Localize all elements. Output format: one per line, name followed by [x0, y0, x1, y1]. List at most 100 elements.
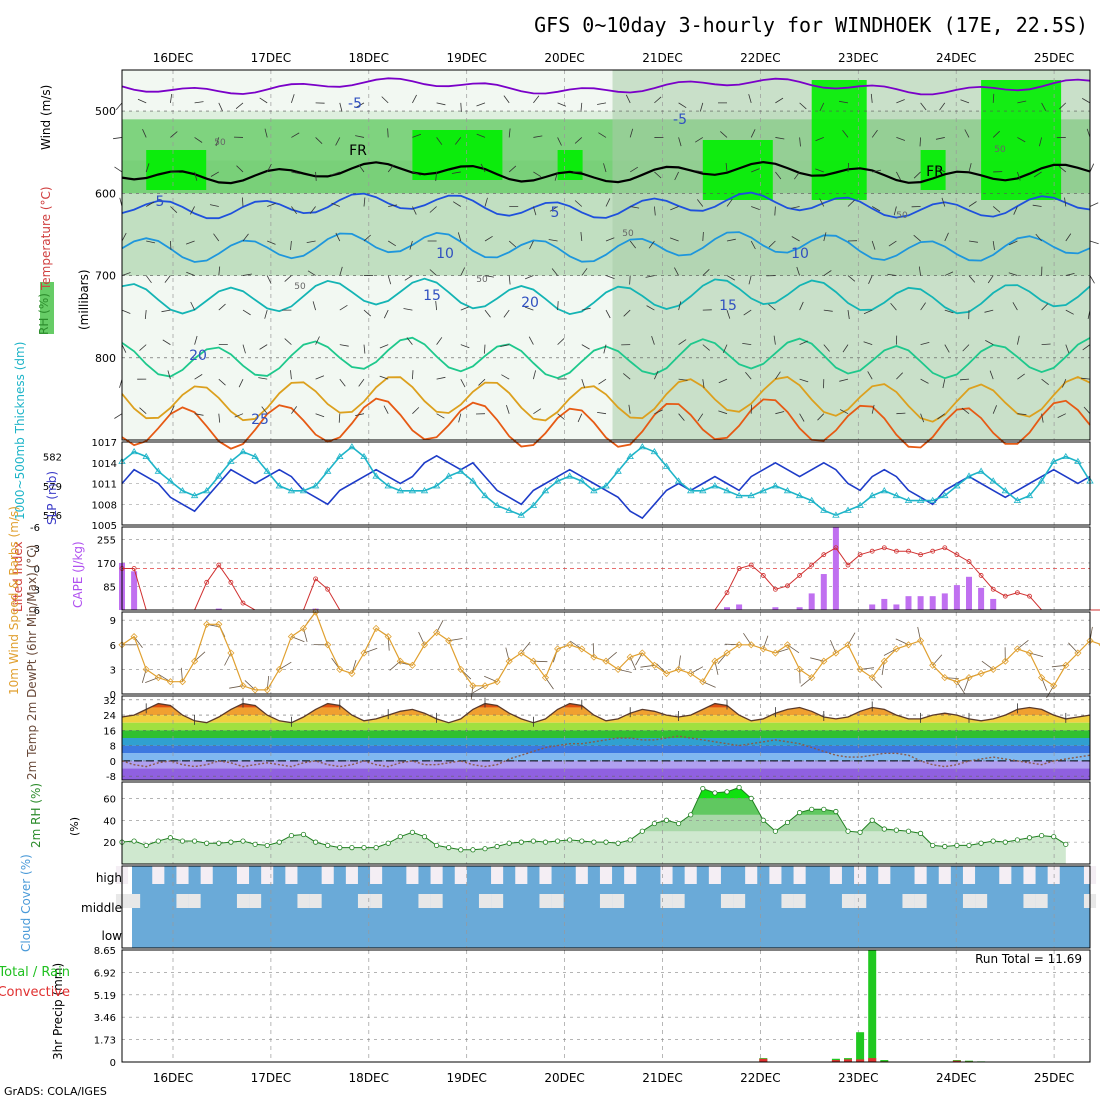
- cloud-high-gap: [406, 866, 419, 884]
- wind-barb: [235, 102, 244, 110]
- wind-barb: [315, 171, 317, 181]
- rh2m-point: [397, 834, 403, 840]
- wind-speed-point: [336, 665, 344, 673]
- lifted-index-point: [978, 573, 984, 578]
- rh2m-point: [264, 842, 270, 849]
- panel-frame: [121, 695, 1091, 781]
- cloud-mid-gap: [539, 894, 552, 908]
- rh2m-point: [494, 843, 500, 850]
- wind-barb: [605, 237, 615, 242]
- wind-barb: [823, 270, 832, 276]
- wind-barb: [412, 94, 417, 104]
- wind-barb: [984, 309, 994, 313]
- wind-barb: [750, 129, 756, 138]
- wind-barb: [815, 137, 824, 142]
- pressure-tick: 700: [95, 270, 116, 283]
- wind-barb: [480, 163, 486, 173]
- wind-barb: [799, 378, 809, 383]
- wind-barb: [580, 232, 583, 242]
- wind-barb: [146, 240, 156, 244]
- wind-barb: [144, 310, 147, 320]
- rh2m-point: [700, 785, 706, 792]
- wind-barb: [218, 266, 221, 276]
- wind-barb: [476, 102, 486, 107]
- cloud-high-gap: [745, 866, 758, 884]
- wind-barb: [1033, 171, 1042, 178]
- cloud-mid-gap: [733, 894, 746, 908]
- rh2m-point: [772, 828, 779, 834]
- wind-barb: [941, 197, 946, 207]
- wind-speed-point: [166, 678, 174, 686]
- precip-convective-bar: [856, 1059, 865, 1062]
- wind-barb: [266, 275, 272, 284]
- cape-bar: [832, 527, 839, 610]
- wind-speed-point: [312, 608, 320, 616]
- wind-speed-point: [275, 665, 283, 673]
- wind-barb: [412, 407, 420, 414]
- wind-barb: [236, 165, 244, 173]
- wind-barb: [194, 137, 203, 143]
- wind-barb: [1041, 378, 1049, 386]
- wind-speed-point: [154, 674, 162, 682]
- day-label-bottom: 17DEC: [251, 1071, 291, 1085]
- lifted-index-point: [930, 548, 936, 554]
- wind-barb: [1082, 98, 1091, 104]
- wind-barb: [1089, 275, 1095, 284]
- wind-barb: [581, 344, 590, 350]
- wind-barb: [872, 169, 882, 173]
- wind-barb: [625, 94, 631, 104]
- rh2m-point: [809, 806, 815, 812]
- wind-barb: [267, 240, 276, 245]
- cloud-high-gap: [914, 866, 927, 884]
- wind-barb: [674, 267, 679, 276]
- wind-speed-point: [239, 682, 247, 690]
- wind-speed-point: [1050, 682, 1058, 690]
- wind-barb: [871, 129, 878, 138]
- wind-barb: [768, 303, 776, 311]
- wind-barb: [890, 302, 897, 311]
- day-label-bottom: 18DEC: [349, 1071, 389, 1085]
- wind-barb: [436, 413, 445, 419]
- day-label-top: 23DEC: [838, 51, 878, 65]
- cape-tick: 255: [97, 535, 116, 546]
- wind-barb: [799, 102, 807, 110]
- rh2m-point: [796, 810, 803, 816]
- wind-barb: [242, 233, 249, 242]
- wind-barb: [315, 137, 323, 144]
- wind-barb: [339, 266, 343, 276]
- wind-barb: [379, 344, 389, 349]
- cloud-high-gap: [1047, 866, 1060, 884]
- lifted-index-point: [869, 548, 875, 554]
- precip-tick: 0: [110, 1058, 116, 1069]
- rh2m-point: [506, 840, 512, 846]
- rh2m-point: [240, 838, 246, 844]
- wind-barb: [242, 197, 244, 207]
- wind-barb: [436, 376, 446, 380]
- wind-barb: [145, 163, 150, 173]
- contour-label: 5: [551, 205, 560, 221]
- wind-barb: [722, 344, 728, 353]
- thickness-point: [1049, 457, 1058, 464]
- wind-speed-point: [626, 653, 634, 661]
- wind-barb: [702, 344, 710, 351]
- cloud-high-gap: [430, 866, 443, 884]
- wind-speed-point: [396, 657, 404, 665]
- wind-speed-point: [408, 661, 416, 669]
- wind-barb: [218, 378, 226, 386]
- wind-speed-point: [638, 649, 646, 657]
- thickness-point: [771, 482, 780, 489]
- wind-barb: [623, 373, 631, 380]
- rh2m-point: [131, 838, 137, 844]
- wind-speed-point: [1062, 661, 1070, 669]
- wind-barb: [266, 163, 272, 173]
- rh2m-label: 2m RH (%): [29, 783, 43, 848]
- cloud-mid-gap: [478, 894, 492, 908]
- wind-barb: [1017, 137, 1026, 143]
- thickness-point: [1062, 452, 1070, 460]
- contour-label: FR: [349, 143, 367, 159]
- wind-speed-point: [687, 669, 695, 678]
- lifted-index-point: [325, 586, 331, 592]
- cloud-mid-gap: [370, 894, 383, 908]
- contour-label: 50: [994, 145, 1006, 155]
- wind-barb: [863, 341, 873, 346]
